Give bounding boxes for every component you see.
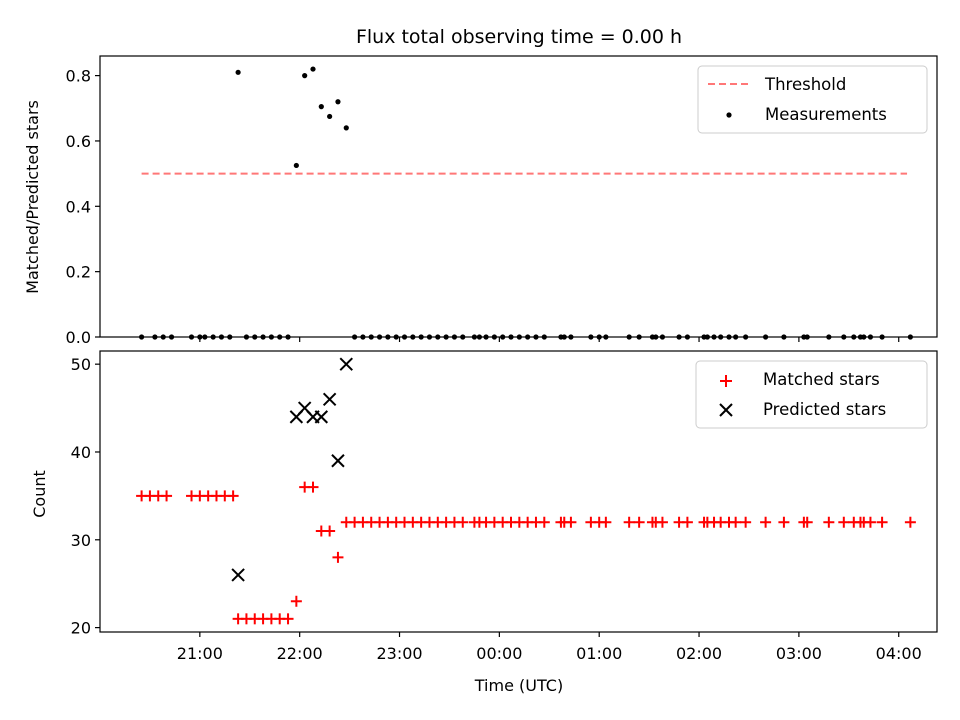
legend-predicted-swatch bbox=[719, 403, 733, 417]
x-axis-label: Time (UTC) bbox=[474, 676, 563, 695]
legend-measurements-label: Measurements bbox=[765, 105, 887, 124]
matched-star-marker bbox=[760, 516, 772, 528]
legend-matched-swatch bbox=[720, 375, 732, 387]
top-y-tick-label: 0.6 bbox=[66, 132, 91, 151]
matched-star-marker bbox=[600, 516, 612, 528]
top-y-tick-label: 0.2 bbox=[66, 263, 91, 282]
bottom-panel: 20 30 40 50 21:00 22:00 23:00 00:00 01:00 02:00 0… bbox=[30, 350, 938, 695]
matched-star-marker bbox=[161, 490, 173, 502]
measurement-point bbox=[293, 162, 299, 169]
predicted-star-marker bbox=[231, 568, 245, 582]
bottom-y-axis: 20 30 40 50 bbox=[71, 355, 100, 638]
bottom-y-tick-label: 20 bbox=[71, 619, 91, 638]
predicted-star-marker bbox=[314, 410, 329, 424]
top-y-tick-label: 0.8 bbox=[66, 67, 91, 86]
measurement-point bbox=[343, 125, 349, 131]
matched-star-marker bbox=[307, 481, 319, 493]
bottom-x-axis: 21:00 22:00 23:00 00:00 01:00 02:00 03:00 04:00 bbox=[177, 632, 922, 663]
bottom-legend: Matched stars Predicted stars bbox=[695, 360, 928, 429]
x-tick-label: 00:00 bbox=[476, 644, 522, 663]
matched-star-marker bbox=[681, 516, 693, 528]
measurement-point bbox=[318, 104, 324, 110]
matched-star-marker bbox=[838, 516, 850, 528]
top-legend-frame bbox=[697, 65, 928, 134]
legend-threshold-label: Threshold bbox=[764, 75, 846, 94]
measurement-point bbox=[302, 73, 308, 79]
matched-star-marker bbox=[740, 516, 752, 528]
legend-predicted-label: Predicted stars bbox=[763, 400, 886, 419]
bottom-y-tick-label: 40 bbox=[71, 443, 91, 462]
matched-star-marker bbox=[623, 516, 635, 528]
x-tick-label: 02:00 bbox=[676, 644, 722, 663]
matched-star-marker bbox=[656, 516, 668, 528]
matched-star-marker bbox=[227, 490, 239, 502]
top-y-tick-label: 0.4 bbox=[66, 197, 91, 216]
matched-star-marker bbox=[730, 516, 742, 528]
measurement-point bbox=[235, 69, 241, 75]
bottom-y-tick-label: 50 bbox=[71, 355, 91, 374]
matched-star-marker bbox=[565, 516, 577, 528]
x-tick-label: 21:00 bbox=[177, 644, 223, 663]
matched-star-marker bbox=[282, 613, 294, 625]
top-panel-frame bbox=[99, 55, 938, 338]
matched-star-marker bbox=[324, 525, 336, 537]
matched-star-marker bbox=[290, 595, 302, 607]
matched-star-marker bbox=[864, 516, 876, 528]
matched-star-marker bbox=[538, 516, 550, 528]
predicted-stars-points bbox=[231, 357, 353, 582]
chart-title: Flux total observing time = 0.00 h bbox=[356, 26, 682, 48]
top-legend: Threshold Measurements bbox=[697, 65, 928, 134]
measurement-point bbox=[327, 113, 333, 120]
measurement-point bbox=[335, 99, 341, 105]
matched-star-marker bbox=[457, 516, 469, 528]
matched-stars-points bbox=[136, 481, 916, 625]
legend-matched-label: Matched stars bbox=[763, 370, 880, 389]
x-tick-label: 04:00 bbox=[876, 644, 922, 663]
predicted-star-marker bbox=[322, 392, 337, 407]
top-y-axis: 0.0 0.2 0.4 0.6 0.8 bbox=[66, 67, 100, 347]
predicted-star-marker bbox=[339, 357, 353, 371]
bottom-legend-frame bbox=[695, 360, 928, 429]
matched-star-marker bbox=[778, 516, 790, 528]
bottom-panel-frame bbox=[99, 350, 938, 633]
predicted-star-marker bbox=[331, 454, 345, 468]
top-panel: 0.00.20.40.60.8 Matched/Predicted stars … bbox=[23, 55, 938, 347]
matched-star-marker bbox=[332, 551, 344, 563]
matched-star-marker bbox=[633, 516, 645, 528]
x-tick-label: 23:00 bbox=[376, 644, 422, 663]
bottom-y-tick-label: 30 bbox=[71, 531, 91, 550]
x-tick-label: 01:00 bbox=[576, 644, 622, 663]
x-tick-label: 22:00 bbox=[277, 644, 323, 663]
measurement-point bbox=[310, 66, 316, 72]
matched-star-marker bbox=[823, 516, 835, 528]
matched-star-marker bbox=[876, 516, 888, 528]
top-y-tick-label: 0.0 bbox=[66, 328, 91, 347]
x-tick-label: 03:00 bbox=[776, 644, 822, 663]
matched-star-marker bbox=[801, 516, 813, 528]
top-x-ticks bbox=[199, 337, 900, 342]
legend-measurements-swatch bbox=[726, 112, 732, 118]
top-y-label: Matched/Predicted stars bbox=[23, 100, 42, 294]
bottom-y-label: Count bbox=[30, 470, 49, 518]
matched-star-marker bbox=[904, 516, 916, 528]
